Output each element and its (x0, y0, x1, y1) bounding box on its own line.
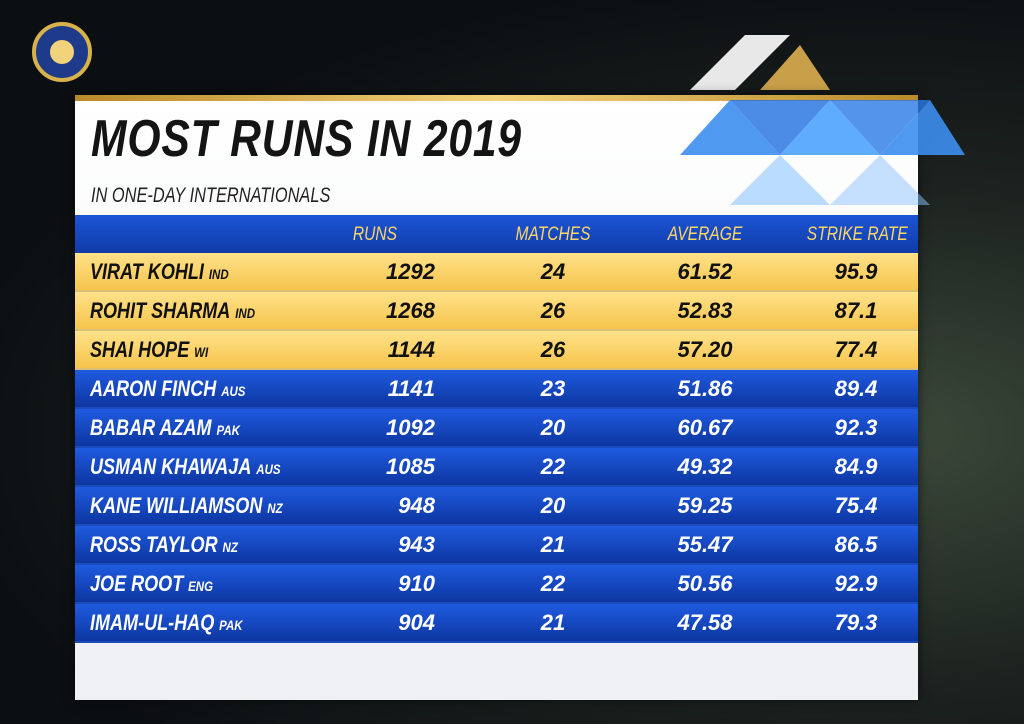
player-name: SHAI HOPE (90, 337, 190, 362)
country: IND (235, 305, 256, 321)
table-row: VIRAT KOHLI IND 1292 24 61.52 95.9 (75, 253, 918, 292)
table-row: USMAN KHAWAJA AUS 1085 22 49.32 84.9 (75, 448, 918, 487)
player-name: BABAR AZAM (90, 415, 212, 440)
player-cell: IMAM-UL-HAQ PAK (90, 604, 243, 641)
player-name: JOE ROOT (90, 571, 184, 596)
country: PAK (216, 422, 240, 438)
stat-cell: 47.58 (677, 610, 733, 635)
subtitle: IN ONE-DAY INTERNATIONALS (91, 184, 331, 207)
country: IND (208, 266, 229, 282)
emblem (690, 35, 790, 90)
stat-cell: 1092 (386, 415, 435, 440)
player-cell: ROSS TAYLOR NZ (90, 526, 238, 563)
logo-center (50, 40, 74, 64)
stat-cell: 59.25 (677, 493, 733, 518)
stat-cell: 1085 (386, 454, 435, 479)
table-row: BABAR AZAM PAK 1092 20 60.67 92.3 (75, 409, 918, 448)
player-cell: AARON FINCH AUS (90, 370, 245, 407)
player-name: IMAM-UL-HAQ (90, 610, 215, 635)
stat-cell: 22 (540, 454, 566, 479)
table-panel: MOST RUNS IN 2019 IN ONE-DAY INTERNATION… (75, 95, 965, 700)
stat-cell: 49.32 (677, 454, 733, 479)
player-cell: BABAR AZAM PAK (90, 409, 240, 446)
stat-cell: 22 (540, 571, 566, 596)
player-cell: JOE ROOT ENG (90, 565, 213, 602)
player-name: KANE WILLIAMSON (90, 493, 263, 518)
column-header: MATCHES (515, 224, 591, 245)
stat-cell: 60.67 (677, 415, 733, 440)
stat-cell: 51.86 (677, 376, 733, 401)
title: MOST RUNS IN 2019 (91, 110, 522, 168)
player-name: USMAN KHAWAJA (90, 454, 252, 479)
stat-cell: 87.1 (834, 298, 878, 323)
stat-cell: 1144 (387, 337, 435, 362)
emblem (760, 45, 830, 90)
stat-cell: 92.9 (834, 571, 878, 596)
stat-cell: 910 (398, 571, 435, 596)
column-header: STRIKE RATE (806, 224, 908, 245)
stat-cell: 50.56 (677, 571, 733, 596)
column-header: RUNS (352, 224, 398, 245)
player-name: VIRAT KOHLI (90, 259, 204, 284)
player-cell: ROHIT SHARMA IND (90, 292, 255, 329)
stat-cell: 20 (540, 493, 566, 518)
stat-cell: 52.83 (677, 298, 733, 323)
player-name: ROSS TAYLOR (90, 532, 218, 557)
table-row: ROSS TAYLOR NZ 943 21 55.47 86.5 (75, 526, 918, 565)
table-row: KANE WILLIAMSON NZ 948 20 59.25 75.4 (75, 487, 918, 526)
stat-cell: 20 (540, 415, 566, 440)
stat-cell: 95.9 (834, 259, 878, 284)
player-cell: SHAI HOPE WI (90, 331, 208, 368)
player-cell: USMAN KHAWAJA AUS (90, 448, 281, 485)
table-row: IMAM-UL-HAQ PAK 904 21 47.58 79.3 (75, 604, 918, 643)
country: PAK (219, 617, 243, 633)
player-name: ROHIT SHARMA (90, 298, 231, 323)
stat-cell: 904 (398, 610, 435, 635)
country: NZ (222, 539, 238, 555)
stat-cell: 92.3 (834, 415, 878, 440)
stat-cell: 57.20 (677, 337, 733, 362)
stat-cell: 23 (540, 376, 566, 401)
country: AUS (256, 461, 281, 477)
top-bar (75, 95, 918, 101)
stat-cell: 55.47 (677, 532, 733, 557)
stat-cell: 75.4 (834, 493, 878, 518)
table-row: SHAI HOPE WI 1144 26 57.20 77.4 (75, 331, 918, 370)
player-name: AARON FINCH (90, 376, 217, 401)
stat-cell: 86.5 (834, 532, 878, 557)
country: NZ (267, 500, 283, 516)
country: WI (194, 344, 209, 360)
stat-cell: 943 (398, 532, 435, 557)
stat-cell: 26 (540, 298, 566, 323)
column-header: AVERAGE (667, 224, 743, 245)
table-row: ROHIT SHARMA IND 1268 26 52.83 87.1 (75, 292, 918, 331)
country: ENG (188, 578, 214, 594)
stat-cell: 77.4 (834, 337, 878, 362)
player-cell: VIRAT KOHLI IND (90, 253, 229, 290)
stat-cell: 948 (398, 493, 435, 518)
country: AUS (221, 383, 246, 399)
stat-cell: 21 (540, 610, 566, 635)
stat-cell: 79.3 (834, 610, 878, 635)
stat-cell: 84.9 (834, 454, 878, 479)
player-cell: KANE WILLIAMSON NZ (90, 487, 283, 524)
table-row: JOE ROOT ENG 910 22 50.56 92.9 (75, 565, 918, 604)
stat-cell: 1268 (386, 298, 435, 323)
stat-cell: 1292 (386, 259, 435, 284)
stat-cell: 61.52 (677, 259, 733, 284)
stat-cell: 26 (540, 337, 566, 362)
table-header: RUNS MATCHES AVERAGE STRIKE RATE (75, 215, 918, 253)
stat-cell: 89.4 (834, 376, 878, 401)
stat-cell: 1141 (387, 376, 435, 401)
table-row: AARON FINCH AUS 1141 23 51.86 89.4 (75, 370, 918, 409)
stat-cell: 24 (540, 259, 566, 284)
stat-cell: 21 (540, 532, 566, 557)
triangles (680, 100, 965, 205)
